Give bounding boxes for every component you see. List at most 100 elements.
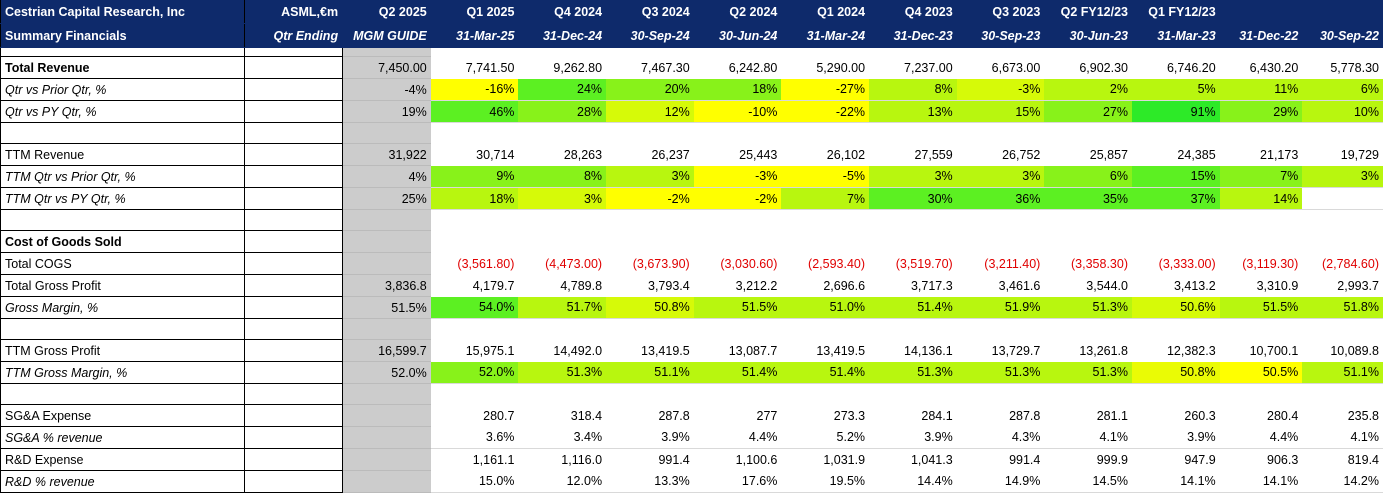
header-cell[interactable]: 30-Jun-24 [694,24,782,48]
row-label[interactable]: R&D Expense [1,449,245,471]
value-cell[interactable]: -5% [781,166,869,188]
value-cell[interactable]: 51.3% [1044,297,1132,319]
blank-cell[interactable] [1132,210,1220,231]
header-cell[interactable]: 30-Sep-24 [606,24,694,48]
value-cell[interactable] [957,231,1045,253]
blank-cell[interactable] [957,384,1045,405]
value-cell[interactable]: 30% [869,188,957,210]
value-cell[interactable]: -27% [781,79,869,101]
guide-cell[interactable]: 7,450.00 [342,57,431,79]
value-cell[interactable]: 50.5% [1220,362,1303,384]
value-cell[interactable] [431,231,519,253]
header-cell[interactable]: Q2 2025 [342,0,431,24]
blank-cell[interactable] [1220,319,1303,340]
value-cell[interactable]: 281.1 [1044,405,1132,427]
blank-cell[interactable] [244,123,342,144]
value-cell[interactable]: 51.9% [957,297,1045,319]
header-cell[interactable]: Summary Financials [1,24,245,48]
value-cell[interactable]: 3,544.0 [1044,275,1132,297]
value-cell[interactable]: 4.4% [694,427,782,449]
value-cell[interactable]: 51.5% [1220,297,1303,319]
value-cell[interactable]: 54.0% [431,297,519,319]
value-cell[interactable]: 51.3% [518,362,606,384]
value-cell[interactable]: 14.9% [957,471,1045,493]
row-label[interactable]: TTM Gross Margin, % [1,362,245,384]
value-cell[interactable]: (4,473.00) [518,253,606,275]
value-cell[interactable]: -16% [431,79,519,101]
value-cell[interactable]: 51.5% [694,297,782,319]
value-cell[interactable]: 12% [606,101,694,123]
blank-cell[interactable] [1220,123,1303,144]
value-cell[interactable]: 14,136.1 [869,340,957,362]
blank-cell[interactable] [1302,123,1383,144]
value-cell[interactable]: 51.4% [869,297,957,319]
header-cell[interactable]: MGM GUIDE [342,24,431,48]
value-cell[interactable]: (2,593.40) [781,253,869,275]
value-cell[interactable]: 4,789.8 [518,275,606,297]
value-cell[interactable]: 13,419.5 [606,340,694,362]
value-cell[interactable]: 51.1% [606,362,694,384]
value-cell[interactable]: 999.9 [1044,449,1132,471]
value-cell[interactable]: (2,784.60) [1302,253,1383,275]
value-cell[interactable]: 13.3% [606,471,694,493]
value-cell[interactable]: 24% [518,79,606,101]
blank-cell[interactable] [1,210,245,231]
ticker-cell[interactable] [244,231,342,253]
blank-cell[interactable] [694,123,782,144]
value-cell[interactable]: 4.1% [1302,427,1383,449]
value-cell[interactable]: 6,746.20 [1132,57,1220,79]
value-cell[interactable]: 37% [1132,188,1220,210]
value-cell[interactable]: -2% [694,188,782,210]
value-cell[interactable]: 7,237.00 [869,57,957,79]
value-cell[interactable]: 9% [431,166,519,188]
value-cell[interactable]: 2% [1044,79,1132,101]
value-cell[interactable]: 28,263 [518,144,606,166]
value-cell[interactable]: 29% [1220,101,1303,123]
value-cell[interactable]: 991.4 [957,449,1045,471]
blank-cell[interactable] [518,384,606,405]
value-cell[interactable]: 26,102 [781,144,869,166]
header-cell[interactable]: Q1 FY12/23 [1132,0,1220,24]
value-cell[interactable]: 1,031.9 [781,449,869,471]
blank-cell[interactable] [518,210,606,231]
value-cell[interactable]: 287.8 [957,405,1045,427]
value-cell[interactable]: 10,089.8 [1302,340,1383,362]
value-cell[interactable]: 991.4 [606,449,694,471]
value-cell[interactable]: 20% [606,79,694,101]
blank-cell[interactable] [957,123,1045,144]
ticker-cell[interactable] [244,253,342,275]
row-label[interactable]: Total Gross Profit [1,275,245,297]
value-cell[interactable]: 5,290.00 [781,57,869,79]
value-cell[interactable]: 1,041.3 [869,449,957,471]
value-cell[interactable]: 7% [1220,166,1303,188]
blank-cell[interactable] [957,319,1045,340]
value-cell[interactable]: (3,030.60) [694,253,782,275]
value-cell[interactable]: 19,729 [1302,144,1383,166]
value-cell[interactable]: 3.4% [518,427,606,449]
value-cell[interactable]: 17.6% [694,471,782,493]
value-cell[interactable] [781,231,869,253]
value-cell[interactable]: 6% [1302,79,1383,101]
ticker-cell[interactable] [244,275,342,297]
value-cell[interactable]: 51.3% [1044,362,1132,384]
ticker-cell[interactable] [244,362,342,384]
blank-cell[interactable] [1302,384,1383,405]
blank-cell[interactable] [518,123,606,144]
ticker-cell[interactable] [244,57,342,79]
row-label[interactable]: Cost of Goods Sold [1,231,245,253]
value-cell[interactable]: 7% [781,188,869,210]
blank-cell[interactable] [1,123,245,144]
value-cell[interactable]: 4.3% [957,427,1045,449]
value-cell[interactable] [1044,231,1132,253]
value-cell[interactable]: 260.3 [1132,405,1220,427]
value-cell[interactable]: 51.4% [694,362,782,384]
header-cell[interactable]: Q1 2025 [431,0,519,24]
blank-cell[interactable] [781,123,869,144]
blank-cell[interactable] [869,210,957,231]
blank-cell[interactable] [1044,210,1132,231]
guide-cell[interactable]: 25% [342,188,431,210]
header-cell[interactable]: 31-Dec-22 [1220,24,1303,48]
value-cell[interactable]: 12.0% [518,471,606,493]
value-cell[interactable] [1302,231,1383,253]
header-cell[interactable]: Q3 2024 [606,0,694,24]
